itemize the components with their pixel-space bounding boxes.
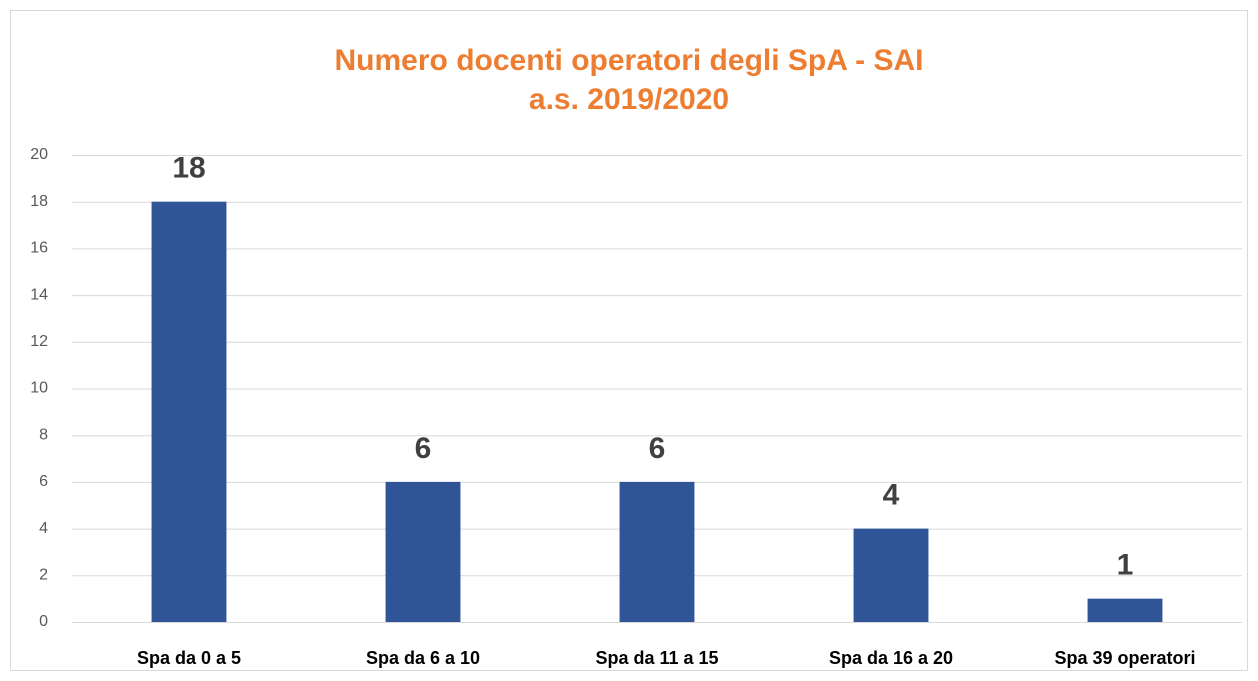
- y-tick-label: 20: [30, 146, 48, 163]
- bar: [619, 481, 695, 622]
- y-tick-label: 8: [39, 426, 48, 443]
- data-label: 6: [649, 432, 666, 465]
- x-tick-label: Spa da 0 a 5: [137, 648, 241, 668]
- x-tick-label: Spa da 6 a 10: [366, 648, 480, 668]
- y-tick-label: 0: [39, 613, 48, 630]
- data-label: 18: [172, 152, 205, 185]
- chart-title: Numero docenti operatori degli SpA - SAI: [335, 44, 924, 77]
- data-label: 6: [415, 432, 432, 465]
- y-tick-label: 10: [30, 380, 48, 397]
- y-tick-label: 4: [39, 520, 48, 537]
- data-label: 4: [883, 479, 900, 512]
- y-tick-label: 18: [30, 193, 48, 210]
- x-tick-label: Spa da 16 a 20: [829, 648, 953, 668]
- bar: [385, 481, 461, 622]
- y-tick-label: 16: [30, 240, 48, 257]
- bar: [853, 528, 929, 622]
- data-label: 1: [1117, 549, 1134, 582]
- y-tick-label: 2: [39, 567, 48, 584]
- y-tick-label: 6: [39, 473, 48, 490]
- y-tick-label: 12: [30, 333, 48, 350]
- bar: [1087, 598, 1163, 622]
- bar: [151, 201, 227, 622]
- x-tick-label: Spa da 11 a 15: [595, 648, 718, 668]
- x-tick-label: Spa 39 operatori: [1054, 648, 1195, 668]
- chart-subtitle: a.s. 2019/2020: [529, 83, 729, 116]
- y-tick-label: 14: [30, 286, 48, 303]
